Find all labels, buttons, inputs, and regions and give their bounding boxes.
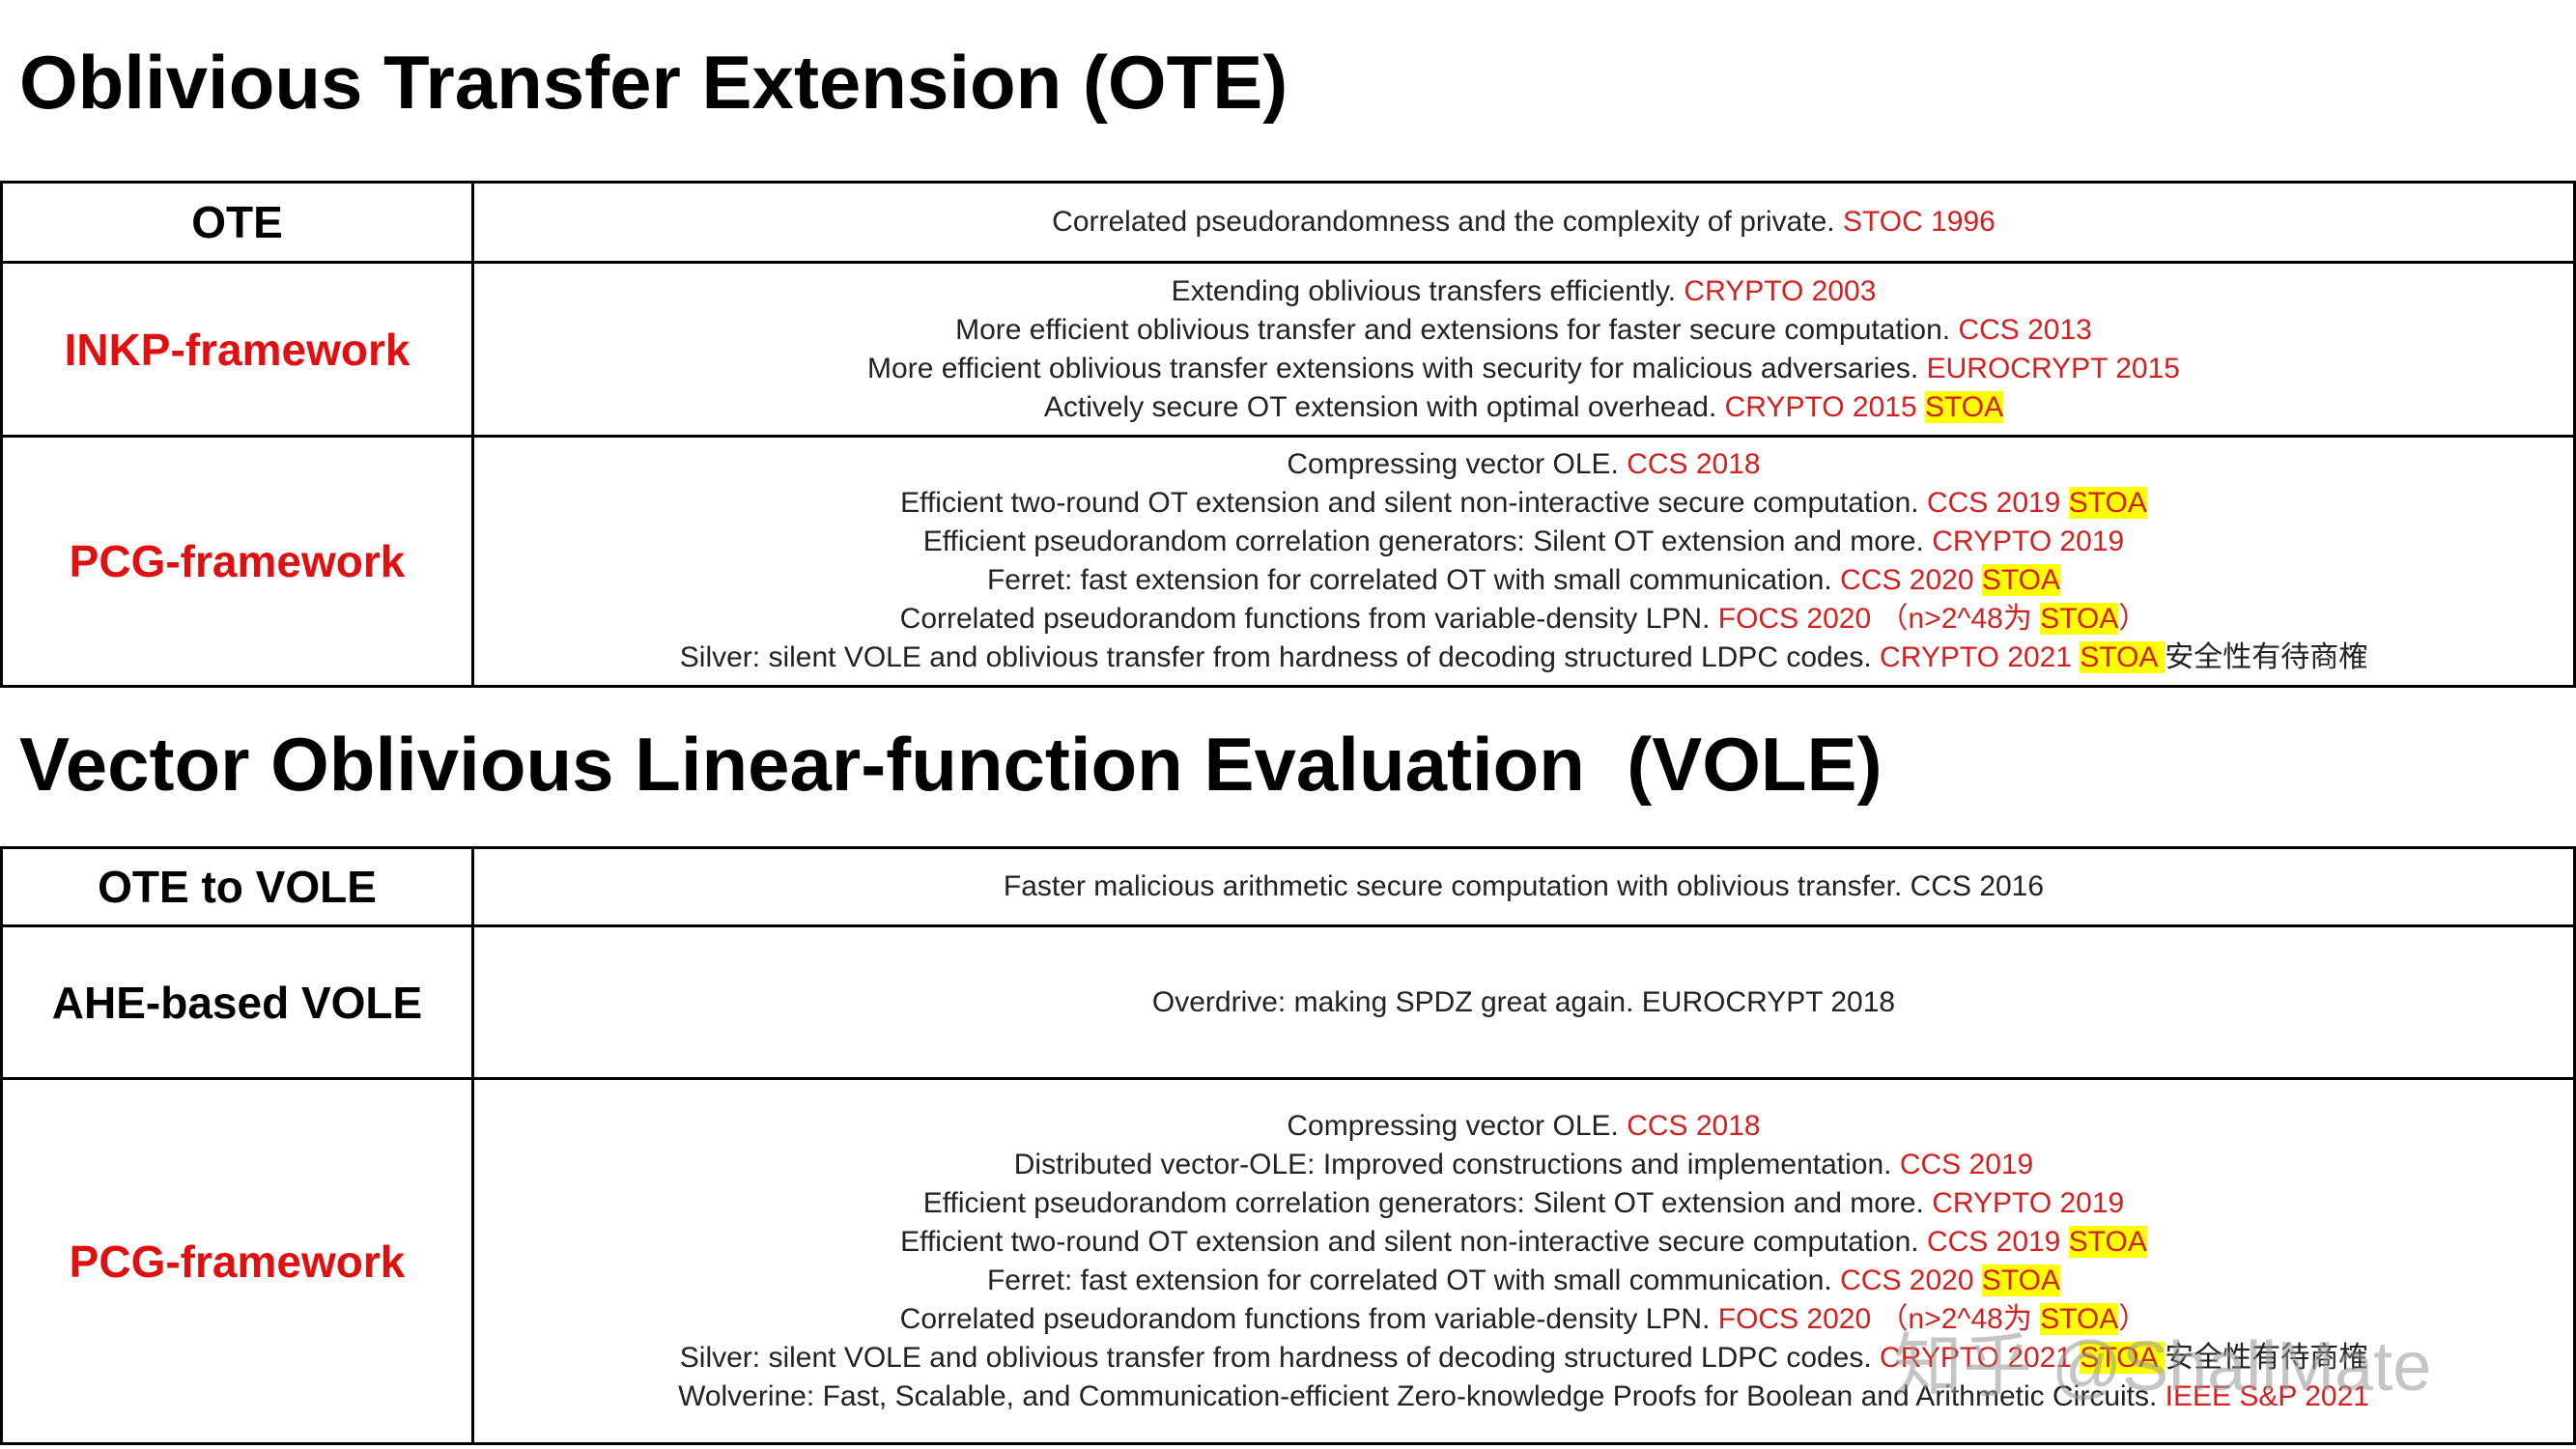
venue: EUROCRYPT 2015 <box>1926 352 2180 384</box>
venue: CRYPTO 2021 <box>1880 1341 2081 1374</box>
reference-text: Ferret: fast extension for correlated OT… <box>986 1264 1841 1296</box>
highlight-tag: STOA <box>2080 641 2166 673</box>
reference-line: Ferret: fast extension for correlated OT… <box>987 561 2060 600</box>
reference-line: Ferret: fast extension for correlated OT… <box>987 1262 2060 1300</box>
reference-text: Efficient pseudorandom correlation gener… <box>922 526 1933 557</box>
venue: CCS 2018 <box>1627 1109 1761 1142</box>
venue: CCS 2013 <box>1958 313 2092 346</box>
reference-line: Silver: silent VOLE and oblivious transf… <box>680 1339 2367 1378</box>
venue: CRYPTO 2021 <box>1880 641 2081 673</box>
reference-line: Correlated pseudorandom functions from v… <box>899 1300 2148 1339</box>
reference-line: Efficient two-round OT extension and sil… <box>900 484 2147 523</box>
venue: CRYPTO 2015 <box>1724 390 1925 423</box>
reference-text: Compressing vector OLE. <box>1287 448 1628 480</box>
venue: ） <box>2118 1302 2148 1335</box>
reference-text: Distributed vector-OLE: Improved constru… <box>1013 1148 1900 1180</box>
reference-line: Correlated pseudorandom functions from v… <box>899 600 2148 639</box>
table-row: INKP-framework Extending oblivious transf… <box>3 261 2573 435</box>
reference-text: 安全性有待商榷 <box>2165 641 2368 673</box>
reference-text: Correlated pseudorandom functions from v… <box>899 1302 1718 1335</box>
table: OTE Correlated pseudorandomness and the c… <box>0 181 2576 688</box>
reference-text: Correlated pseudorandom functions from v… <box>899 603 1718 635</box>
reference-text: Compressing vector OLE. <box>1287 1109 1628 1142</box>
venue: ） <box>2118 603 2148 635</box>
table-row: AHE-based VOLE Overdrive: making SPDZ gre… <box>3 924 2573 1077</box>
venue: CCS 2019 <box>1926 487 2069 519</box>
reference-text: Extending oblivious transfers efficientl… <box>1171 274 1684 307</box>
venue: FOCS 2020 （n>2^48为 <box>1717 603 2041 635</box>
row-content: Overdrive: making SPDZ great again. EURO… <box>474 927 2573 1077</box>
reference-text: Overdrive: making SPDZ great again. EURO… <box>1151 985 1896 1018</box>
table-row: OTE to VOLE Faster malicious arithmetic s… <box>3 849 2573 924</box>
row-content: Correlated pseudorandomness and the comp… <box>474 184 2573 261</box>
row-label: OTE <box>3 184 474 261</box>
venue: CCS 2020 <box>1840 1264 1982 1296</box>
section-title: Vector Oblivious Linear-function Evaluat… <box>19 722 1882 807</box>
reference-text: Silver: silent VOLE and oblivious transf… <box>679 1341 1881 1374</box>
reference-line: Correlated pseudorandomness and the comp… <box>1052 203 1996 242</box>
reference-text: Actively secure OT extension with optima… <box>1043 390 1725 423</box>
table-row: OTE Correlated pseudorandomness and the c… <box>3 184 2573 261</box>
reference-line: Efficient two-round OT extension and sil… <box>900 1223 2147 1262</box>
row-label: INKP-framework <box>3 264 474 435</box>
venue: CRYPTO 2019 <box>1932 526 2125 557</box>
row-label: OTE to VOLE <box>3 849 474 924</box>
reference-line: Wolverine: Fast, Scalable, and Communica… <box>678 1378 2369 1416</box>
venue: FOCS 2020 （n>2^48为 <box>1717 1302 2041 1335</box>
row-content: Compressing vector OLE. CCS 2018 Distribu… <box>474 1080 2573 1442</box>
section-title: Oblivious Transfer Extension (OTE) <box>19 40 1288 125</box>
reference-text: Faster malicious arithmetic secure compu… <box>1003 870 2045 902</box>
venue: CRYPTO 2019 <box>1932 1186 2125 1219</box>
reference-line: Efficient pseudorandom correlation gener… <box>923 1184 2124 1223</box>
reference-line: More efficient oblivious transfer extens… <box>867 350 2180 388</box>
reference-line: More efficient oblivious transfer and ex… <box>955 311 2092 350</box>
reference-line: Compressing vector OLE. CCS 2018 <box>1287 1107 1760 1146</box>
reference-text: Correlated pseudorandomness and the comp… <box>1052 206 1843 238</box>
reference-line: Compressing vector OLE. CCS 2018 <box>1287 445 1760 484</box>
highlight-tag: STOA <box>1981 564 2060 596</box>
reference-text: Efficient pseudorandom correlation gener… <box>922 1186 1933 1219</box>
reference-line: Extending oblivious transfers efficientl… <box>1172 272 1877 311</box>
reference-line: Overdrive: making SPDZ great again. EURO… <box>1152 983 1895 1022</box>
reference-text: Efficient two-round OT extension and sil… <box>900 487 1927 519</box>
reference-line: Distributed vector-OLE: Improved constru… <box>1014 1146 2034 1184</box>
reference-text: More efficient oblivious transfer extens… <box>867 352 1927 384</box>
row-label: AHE-based VOLE <box>3 927 474 1077</box>
highlight-tag: STOA <box>1981 1264 2060 1296</box>
highlight-tag: STOA <box>2080 1341 2166 1374</box>
reference-text: Efficient two-round OT extension and sil… <box>900 1225 1927 1258</box>
venue: CRYPTO 2003 <box>1684 274 1877 307</box>
reference-line: Efficient pseudorandom correlation gener… <box>923 523 2124 561</box>
table: OTE to VOLE Faster malicious arithmetic s… <box>0 846 2576 1445</box>
watermark: 知乎 @ShallMate <box>1893 1328 2432 1406</box>
reference-line: Silver: silent VOLE and oblivious transf… <box>680 639 2367 677</box>
highlight-tag: STOA <box>2068 487 2147 519</box>
reference-text: Wolverine: Fast, Scalable, and Communica… <box>678 1379 2166 1412</box>
venue: CCS 2019 <box>1899 1148 2034 1180</box>
reference-text: Ferret: fast extension for correlated OT… <box>986 564 1841 596</box>
highlight-tag: STOA <box>2040 1302 2119 1335</box>
row-label: PCG-framework <box>3 1080 474 1442</box>
reference-line: Actively secure OT extension with optima… <box>1043 388 2004 427</box>
row-label: PCG-framework <box>3 438 474 685</box>
highlight-tag: STOA <box>2040 603 2119 635</box>
venue: CCS 2020 <box>1840 564 1982 596</box>
table-row: PCG-framework Compressing vector OLE. CCS… <box>3 435 2573 685</box>
reference-text: 安全性有待商榷 <box>2165 1341 2368 1374</box>
row-content: Compressing vector OLE. CCS 2018 Efficien… <box>474 438 2573 685</box>
row-content: Extending oblivious transfers efficientl… <box>474 264 2573 435</box>
venue: CCS 2019 <box>1926 1225 2069 1258</box>
highlight-tag: STOA <box>2068 1225 2147 1258</box>
row-content: Faster malicious arithmetic secure compu… <box>474 849 2573 924</box>
reference-text: More efficient oblivious transfer and ex… <box>955 313 1959 346</box>
reference-line: Faster malicious arithmetic secure compu… <box>1004 867 2044 906</box>
venue: STOC 1996 <box>1842 206 1996 238</box>
highlight-tag: STOA <box>1924 390 2004 423</box>
reference-text: Silver: silent VOLE and oblivious transf… <box>679 641 1881 673</box>
venue: CCS 2018 <box>1627 448 1761 480</box>
table-row: PCG-framework Compressing vector OLE. CCS… <box>3 1077 2573 1442</box>
venue: IEEE S&P 2021 <box>2165 1379 2369 1412</box>
